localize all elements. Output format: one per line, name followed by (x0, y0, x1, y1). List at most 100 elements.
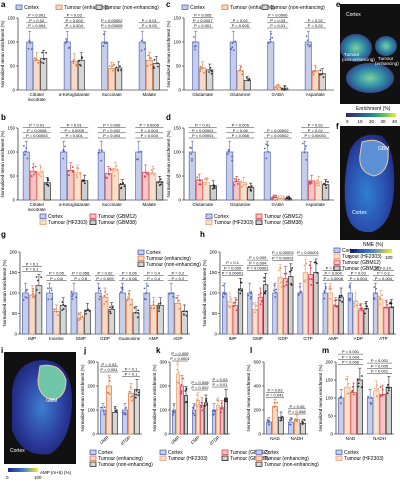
data-point (196, 405, 199, 408)
bar (174, 302, 182, 335)
label-gbm-i: GBM (46, 398, 57, 404)
data-point (150, 169, 153, 171)
data-point (339, 402, 342, 405)
tumour-outline-f (359, 139, 389, 177)
p-value-label: P = 0.01 (67, 123, 83, 128)
y-tick-label: 300 (87, 360, 95, 365)
bar (149, 172, 157, 201)
data-point (72, 62, 75, 64)
legend-swatch (333, 265, 341, 271)
data-point (243, 184, 245, 186)
p-value-label: P = 0.002 (66, 18, 84, 23)
data-point (176, 297, 179, 299)
data-point (192, 41, 195, 44)
colorbar-tick-e: 10 (358, 119, 364, 124)
p-value-label: P = 0.6 (74, 276, 87, 281)
data-point (305, 145, 307, 148)
legend-label: Tumour (GBM38) (342, 266, 381, 272)
x-tick-label: NAD (270, 436, 280, 441)
label-non-enhancing-e: Tumour (non-enhancing) (342, 52, 375, 62)
p-value-label: P = 0.01 (195, 123, 211, 128)
bar (315, 181, 323, 201)
data-point (62, 308, 65, 310)
legend-label: Cortex (190, 5, 205, 11)
data-point (182, 313, 185, 316)
data-point (70, 290, 73, 293)
bar (74, 171, 82, 201)
data-point (67, 47, 70, 49)
data-point (157, 302, 160, 305)
data-point (204, 178, 207, 181)
data-point (41, 170, 44, 173)
legend-swatch (333, 259, 341, 265)
data-point (385, 301, 388, 303)
data-point (375, 287, 377, 290)
data-point (45, 51, 47, 54)
p-value-label: P = 0.001 (371, 358, 389, 363)
data-point (308, 264, 311, 267)
p-value-label: P = 0.4 (147, 276, 160, 281)
y-tick-label: 200 (325, 360, 333, 365)
p-value-label: P = 0.06 (233, 128, 249, 133)
p-value-label: P = 0.0006 (268, 13, 288, 18)
data-point (267, 422, 270, 424)
legend-swatch (261, 4, 269, 10)
y-tick-label: 50 (328, 414, 334, 419)
y-tick-label: 0 (14, 332, 17, 337)
data-point (65, 38, 68, 40)
data-point (230, 298, 233, 301)
data-point (216, 409, 218, 411)
p-value-label: P = 0.005 (194, 13, 212, 18)
data-point (206, 178, 209, 181)
bar (385, 386, 392, 435)
data-point (64, 305, 67, 308)
data-point (269, 38, 272, 41)
p-value-label: P = 0.1 (125, 372, 138, 377)
data-point (258, 293, 260, 296)
data-point (280, 417, 282, 420)
data-point (146, 65, 149, 67)
x-tick-label: IMP (229, 336, 237, 341)
data-point (275, 288, 278, 291)
y-tick-label: 0 (12, 198, 15, 203)
p-value-label: P = 0.048 (288, 409, 306, 414)
legend-label: Tumour (GBM38) (264, 220, 303, 226)
x-tick-label: Glutamine (230, 202, 251, 207)
data-point (309, 267, 312, 269)
data-point (236, 183, 239, 185)
data-point (112, 63, 115, 66)
legend-label: Tumour (non-enhancing) (264, 462, 319, 468)
data-point (140, 49, 143, 52)
p-value-label: P = 0.01 (213, 382, 229, 387)
x-tick-label: UMP (99, 435, 110, 445)
y-tick-label: 150 (209, 270, 217, 275)
data-point (191, 157, 193, 160)
data-point (305, 158, 308, 161)
legend-swatch (255, 449, 263, 455)
data-point (227, 150, 230, 153)
y-tick-label: 50 (176, 64, 182, 69)
data-point (71, 166, 74, 169)
data-point (357, 385, 360, 388)
bar (297, 292, 303, 335)
data-point (81, 57, 83, 59)
data-point (290, 269, 293, 272)
p-value-label: P = 0.02 (308, 123, 324, 128)
data-point (328, 285, 331, 288)
data-point (143, 298, 146, 300)
data-point (352, 389, 354, 392)
y-tick-label: 150 (325, 378, 333, 383)
colorbar-tick-i-max: 100 (34, 475, 42, 480)
data-point (116, 168, 119, 171)
p-value-label: P = 0.004 (350, 276, 368, 281)
data-point (176, 363, 179, 366)
p-value-label: P = 0.004 (249, 260, 267, 265)
panel-label-h: h (200, 230, 205, 239)
legend-label: Tumour (enhancing) (98, 456, 143, 462)
legend-swatch (159, 449, 167, 455)
p-value-label: P = 0.02 (308, 128, 324, 133)
data-point (57, 314, 59, 317)
data-point (150, 172, 153, 175)
data-point (283, 89, 286, 91)
data-point (387, 383, 389, 386)
